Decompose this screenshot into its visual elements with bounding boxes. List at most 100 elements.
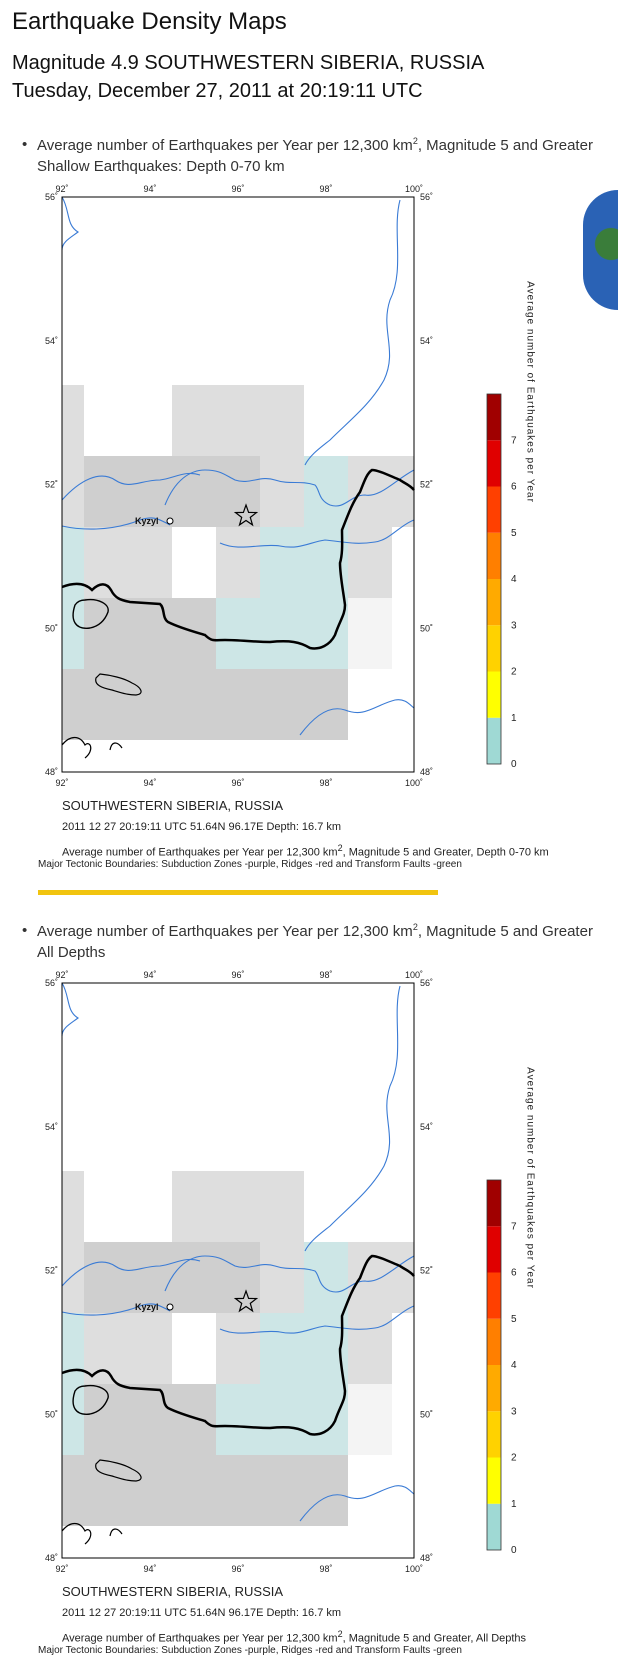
map-svg: 92˚92˚94˚94˚96˚96˚98˚98˚100˚100˚56˚ 56˚54…: [45, 184, 536, 788]
river-line: [61, 982, 79, 1037]
density-cell: [348, 456, 392, 527]
globe-thumbnail[interactable]: [583, 190, 618, 310]
legend-segment: [487, 1318, 501, 1365]
river-line: [219, 1305, 415, 1334]
density-cell: [216, 456, 260, 527]
density-cell: [348, 1242, 392, 1313]
lon-tick-label: 94˚: [143, 970, 156, 980]
density-cell: [348, 527, 392, 598]
density-cell: [260, 456, 304, 527]
legend-tick-label: 5: [511, 528, 517, 539]
map-subheading: All Depths: [37, 944, 106, 961]
map-frame: [61, 196, 415, 773]
map-caption-text: Average number of Earthquakes per Year p…: [62, 1632, 338, 1645]
lat-tick-label: 50˚: [45, 623, 58, 633]
density-cell: [84, 598, 216, 669]
density-cell: [392, 1242, 414, 1313]
lon-tick-label: 100˚: [405, 970, 423, 980]
density-cell: [62, 669, 84, 740]
lat-tick-label: 52˚: [45, 480, 58, 490]
map-event-info: 2011 12 27 20:19:11 UTC 51.64N 96.17E De…: [62, 821, 342, 833]
lake-outline: [95, 673, 142, 696]
lat-tick-label: 56˚: [420, 978, 433, 988]
river-line: [299, 699, 415, 736]
map-heading-tail: , Magnitude 5 and Greater: [417, 923, 593, 940]
lake-outline: [72, 598, 109, 629]
legend-segment: [487, 486, 501, 533]
density-cell: [216, 527, 260, 598]
map-subheading: Shallow Earthquakes: Depth 0-70 km: [37, 158, 285, 175]
density-map-all-depths: 92˚ 92˚ 94˚ 94˚ 96˚ 96˚ 98˚ 98˚ 100˚ 100˚ 56˚ 56˚ 54…: [0, 966, 618, 1606]
lat-tick-label: 54˚: [45, 336, 58, 346]
lon-tick-label: 92˚: [55, 1564, 68, 1574]
lon-tick-label: 96˚: [231, 778, 244, 788]
map-heading-text: Average number of Earthquakes per Year p…: [37, 923, 413, 940]
lat-tick-label: 54˚: [420, 336, 433, 346]
density-cell: [348, 598, 392, 669]
legend-title: Average number of Earthquakes per Year: [525, 281, 536, 503]
coast-outline: [61, 736, 123, 759]
density-cell: [392, 456, 414, 527]
river-line: [304, 985, 401, 1252]
lake-outline: [72, 1384, 109, 1415]
lat-tick-label: 56˚: [420, 192, 433, 202]
lon-tick-label: 98˚: [319, 970, 332, 980]
lon-tick-label: 94˚: [143, 778, 156, 788]
legend-segment: [487, 717, 501, 764]
map-boundaries-note: Major Tectonic Boundaries: Subduction Zo…: [38, 859, 462, 870]
density-cell: [62, 1242, 84, 1313]
legend-tick-label: 6: [511, 1268, 517, 1279]
density-cell: [260, 1242, 304, 1313]
lat-tick-label: 50˚: [45, 1409, 58, 1419]
map-heading-sup: 2: [412, 136, 418, 146]
river-line: [61, 1258, 201, 1287]
legend-segment: [487, 1226, 501, 1273]
lon-tick-label: 98˚: [319, 1564, 332, 1574]
lon-tick-label: 100˚: [405, 778, 423, 788]
density-cell: [260, 1313, 348, 1384]
river-line: [219, 519, 415, 548]
density-cell: [216, 1384, 348, 1455]
map-region: SOUTHWESTERN SIBERIA, RUSSIA: [62, 798, 284, 813]
density-cell: [304, 456, 348, 527]
legend-segment: [487, 579, 501, 626]
lake-outline: [95, 1459, 142, 1482]
map-caption-text: Average number of Earthquakes per Year p…: [62, 846, 338, 859]
lon-tick-label: 94˚: [143, 184, 156, 194]
legend-tick-label: 0: [511, 759, 517, 770]
lat-tick-label: 56˚: [45, 192, 58, 202]
legend-tick-label: 2: [511, 667, 517, 678]
density-cell: [172, 1171, 304, 1242]
city-marker: [166, 1303, 174, 1311]
density-cell: [84, 1242, 172, 1313]
density-cell: [84, 669, 348, 740]
map-caption-sup: 2: [337, 843, 343, 853]
lon-tick-label: 92˚: [55, 970, 68, 980]
national-border: [61, 468, 415, 650]
map-event-info: 2011 12 27 20:19:11 UTC 51.64N 96.17E De…: [62, 1607, 342, 1619]
map-heading-sup: 2: [412, 922, 418, 932]
legend-segment: [487, 1180, 501, 1227]
density-cell: [172, 456, 216, 527]
lat-tick-label: 54˚: [45, 1122, 58, 1132]
legend-tick-label: 1: [511, 1499, 517, 1510]
legend-title: Average number of Earthquakes per Year: [525, 1067, 536, 1289]
density-cell: [62, 385, 84, 456]
lon-tick-label: 98˚: [319, 184, 332, 194]
event-date: Tuesday, December 27, 2011 at 20:19:11 U…: [12, 80, 423, 102]
density-map-shallow: 92˚ 92˚ 94˚ 94˚ 96˚ 96˚ 98˚ 98˚ 100˚ 100˚ 56˚ 56˚ 54…: [0, 180, 618, 820]
river-line: [61, 196, 79, 251]
density-cell: [84, 1384, 216, 1455]
national-border: [61, 1254, 415, 1436]
city-label: Kyzyl: [135, 516, 159, 526]
epicenter-star: [233, 1289, 259, 1313]
density-cell: [348, 1313, 392, 1384]
map-region: SOUTHWESTERN SIBERIA, RUSSIA: [62, 1584, 284, 1599]
lat-tick-label: 48˚: [45, 767, 58, 777]
river-line: [304, 199, 401, 466]
epicenter-star: [233, 503, 259, 527]
river-line: [61, 1303, 171, 1316]
density-cell: [62, 456, 84, 527]
legend-tick-label: 2: [511, 1453, 517, 1464]
river-line: [61, 517, 171, 530]
